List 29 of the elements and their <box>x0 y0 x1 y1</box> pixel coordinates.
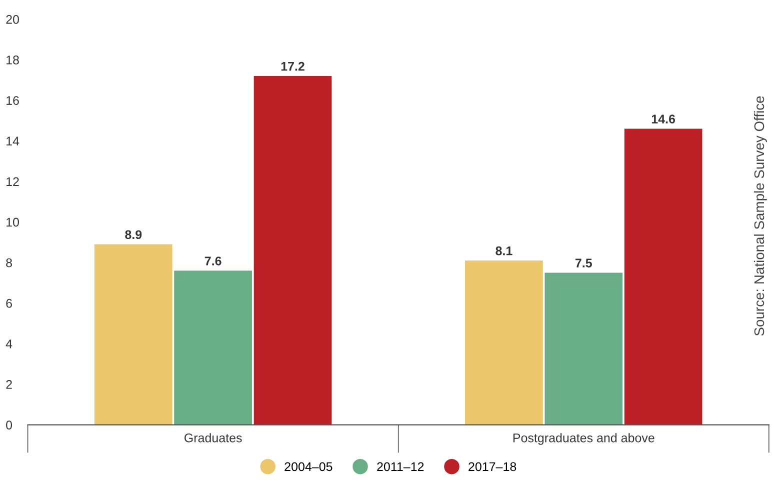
x-tick-label: Postgraduates and above <box>513 433 654 445</box>
annotation: Source: National Sample Survey Office <box>754 96 767 336</box>
bar <box>544 272 623 425</box>
data-label: 8.1 <box>496 246 512 256</box>
bar <box>94 244 172 425</box>
bar <box>465 260 543 425</box>
y-tick-label: 0 <box>6 420 12 430</box>
data-label: 7.5 <box>575 258 592 268</box>
data-label: 8.9 <box>125 230 142 240</box>
y-tick-label: 8 <box>6 258 12 268</box>
bar <box>174 270 252 425</box>
y-tick-label: 20 <box>6 15 19 24</box>
data-label: 17.2 <box>281 62 304 71</box>
bar <box>254 76 332 425</box>
data-label: 7.6 <box>204 256 222 266</box>
legend-label: 2017–18 <box>468 462 516 472</box>
bar <box>624 128 702 425</box>
y-tick-label: 16 <box>6 96 19 105</box>
legend-label: 2004–05 <box>284 462 332 472</box>
y-tick-label: 12 <box>6 177 19 186</box>
y-tick-label: 2 <box>6 380 12 389</box>
y-tick-label: 4 <box>6 340 12 348</box>
y-tick-label: 18 <box>6 56 19 64</box>
data-label: 14.6 <box>652 114 676 124</box>
y-tick-label: 6 <box>6 298 12 308</box>
legend-label: 2011–12 <box>377 462 424 472</box>
y-tick-label: 10 <box>6 218 19 227</box>
x-tick-label: Graduates <box>184 433 242 442</box>
y-tick-label: 14 <box>6 136 20 146</box>
